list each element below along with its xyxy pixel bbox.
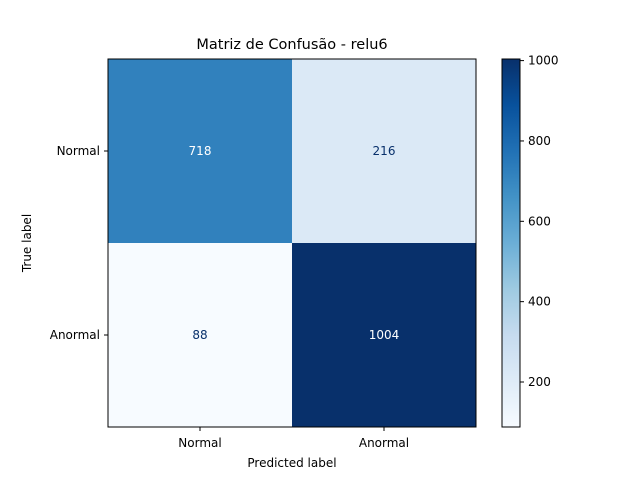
colorbar — [501, 58, 521, 428]
colorbar-tick-label: 1000 — [528, 54, 559, 68]
chart-title: Matriz de Confusão - relu6 — [196, 37, 387, 53]
y-tick-label: Normal — [57, 144, 100, 158]
matrix-cell — [292, 59, 476, 243]
colorbar-tick-label: 200 — [528, 375, 551, 389]
y-axis-ticks: Normal Anormal — [50, 144, 108, 342]
cell-value-label: 88 — [192, 328, 207, 342]
x-tick-label: Normal — [178, 436, 221, 450]
x-axis-label: Predicted label — [247, 456, 336, 470]
cell-value-label: 718 — [189, 144, 212, 158]
matrix-cell — [108, 243, 292, 427]
colorbar-tick-label: 600 — [528, 214, 551, 228]
colorbar-tick-label: 400 — [528, 295, 551, 309]
y-axis-label: True label — [20, 214, 34, 273]
matrix-cell — [292, 243, 476, 427]
colorbar-ticks: 200 400 600 800 1000 — [520, 54, 559, 389]
cell-value-label: 1004 — [369, 328, 400, 342]
matrix-cells: 718 216 88 1004 — [108, 59, 476, 427]
x-tick-label: Anormal — [359, 436, 409, 450]
y-tick-label: Anormal — [50, 328, 100, 342]
plot-frame — [107, 58, 477, 428]
colorbar-tick-label: 800 — [528, 134, 551, 148]
cell-value-label: 216 — [373, 144, 396, 158]
matrix-cell — [108, 59, 292, 243]
x-axis-ticks: Normal Anormal — [178, 427, 409, 450]
